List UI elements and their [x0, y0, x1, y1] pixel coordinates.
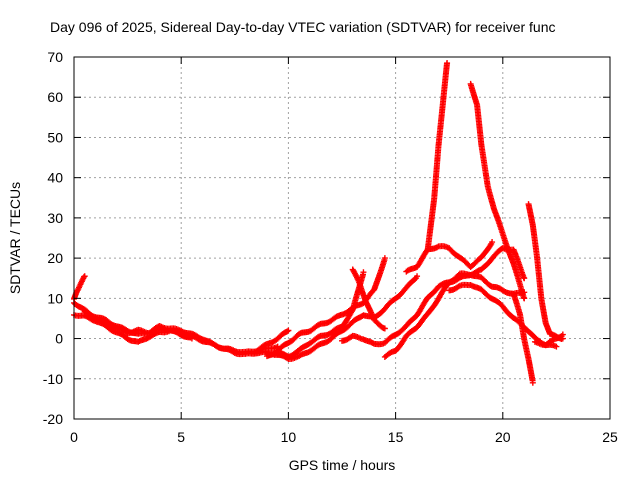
data-point [489, 239, 496, 246]
data-point [81, 273, 88, 280]
data-point [529, 379, 536, 386]
y-tick-label: 40 [47, 170, 63, 186]
y-tick-label: -20 [43, 411, 63, 427]
data-points [71, 60, 566, 386]
data-point [284, 328, 291, 335]
axis-ticks: 0 5 10 15 20 25 -20 -10 0 10 20 30 40 50 60 70 [43, 49, 618, 445]
data-point [553, 343, 560, 350]
x-tick-label: 25 [602, 429, 618, 445]
x-axis-title: GPS time / hours [289, 457, 396, 473]
data-point [188, 335, 195, 342]
y-tick-label: 60 [47, 89, 63, 105]
y-tick-label: 20 [47, 250, 63, 266]
y-axis-title: SDTVAR / TECUs [7, 182, 23, 294]
data-point [414, 273, 421, 280]
grid [74, 57, 610, 419]
data-point [381, 255, 388, 262]
data-point [521, 275, 528, 282]
x-tick-label: 5 [177, 429, 185, 445]
data-point [559, 331, 566, 338]
y-tick-label: 30 [47, 210, 63, 226]
data-point [360, 269, 367, 276]
chart-title: Day 096 of 2025, Sidereal Day-to-day VTE… [50, 19, 556, 35]
x-tick-label: 20 [495, 429, 511, 445]
y-tick-label: 50 [47, 129, 63, 145]
data-point [521, 295, 528, 302]
x-tick-label: 15 [388, 429, 404, 445]
y-tick-label: -10 [43, 371, 63, 387]
data-point [444, 60, 451, 67]
plot-frame [73, 56, 611, 420]
y-tick-label: 0 [55, 331, 63, 347]
y-tick-label: 70 [47, 49, 63, 65]
x-tick-label: 0 [70, 429, 78, 445]
data-point [381, 325, 388, 332]
y-tick-label: 10 [47, 290, 63, 306]
data-point [285, 327, 292, 334]
x-tick-label: 10 [281, 429, 297, 445]
